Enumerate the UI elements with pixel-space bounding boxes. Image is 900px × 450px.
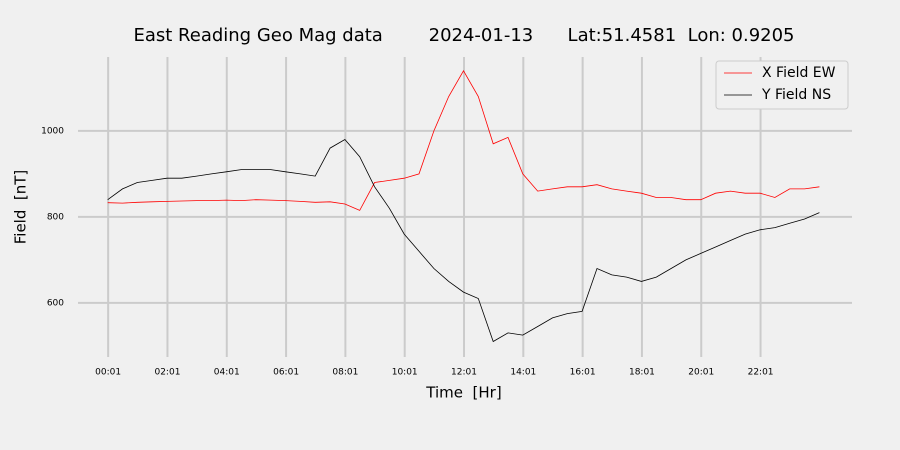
y-tick-label: 600 (47, 298, 64, 308)
x-tick-label: 02:01 (154, 368, 180, 378)
x-axis-label: Time [Hr] (425, 384, 501, 402)
chart-title: East Reading Geo Mag data 2024-01-13 Lat… (133, 25, 794, 46)
x-tick-label: 14:01 (510, 368, 536, 378)
x-tick-label: 04:01 (214, 368, 240, 378)
x-tick-label: 20:01 (688, 368, 714, 378)
legend: X Field EW Y Field NS (715, 60, 849, 110)
x-tick-label: 10:01 (392, 368, 418, 378)
series-line (107, 69, 820, 211)
y-tick-label: 800 (47, 212, 64, 222)
legend-label: X Field EW (762, 65, 836, 81)
grid (78, 57, 852, 357)
y-tick-label: 1000 (41, 126, 64, 136)
x-tick-label: 18:01 (629, 368, 655, 378)
x-tick-label: 16:01 (570, 368, 596, 378)
x-tick-label: 08:01 (332, 368, 358, 378)
x-tick-label: 00:01 (95, 368, 121, 378)
x-tick-label: 06:01 (273, 368, 299, 378)
series-line (107, 138, 820, 343)
x-tick-label: 12:01 (451, 368, 477, 378)
y-axis-label: Field [nT] (12, 170, 30, 245)
legend-label: Y Field NS (761, 87, 831, 103)
x-tick-label: 22:01 (748, 368, 774, 378)
